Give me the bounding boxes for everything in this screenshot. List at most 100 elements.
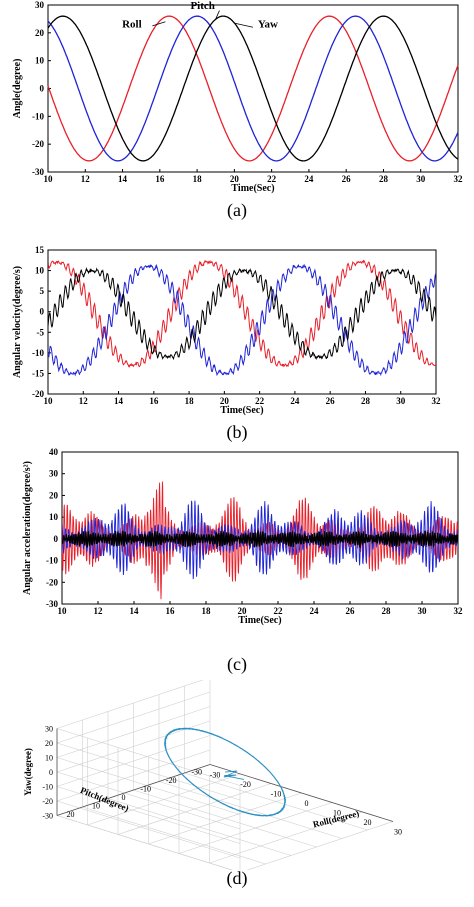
x-tick-label: 28 [379,174,389,184]
y-tick-label: -30 [191,768,202,777]
y-tick-label: 30 [35,0,45,10]
x-axis-label: Time(Sec) [238,615,281,626]
x-tick-label: 12 [81,174,91,184]
y-tick-label: -10 [140,785,151,794]
axis-edge [56,764,211,816]
y-tick-label: -30 [32,167,44,177]
y-tick-label: -15 [32,368,44,378]
x-tick-label: 20 [364,818,372,827]
grid-line [56,728,241,786]
x-tick-label: 14 [130,606,140,616]
x-tick-label: 28 [361,396,371,406]
y-tick-label: -30 [46,599,58,609]
x-tick-label: 22 [274,606,284,616]
panel-c: 10 12 14 16 18 20 22 24 26 28 30 32 -30 -20 -10 0 10 20 30… [0,444,474,648]
y-tick-label: 20 [35,28,45,38]
chart-a-angle: 10 12 14 16 18 20 22 24 26 28 30 32 -30 -20 -10 0 10 20 30… [12,0,464,194]
x-tick-label: 18 [202,606,212,616]
grid-line [239,821,394,873]
y-tick-label: -20 [32,139,44,149]
x-tick-label: -10 [271,790,282,799]
x-tick-label: 26 [342,174,352,184]
plot-frame [47,4,459,173]
x-tick-label: 30 [416,174,426,184]
x-tick-label: 24 [310,606,320,616]
z-axis-label: Yaw(degree) [23,748,33,796]
series-line-yaw [62,529,458,549]
x-tick-label: 22 [255,396,265,406]
x-tick-label: -20 [240,780,251,789]
x-tick-label: 18 [185,396,195,406]
y-tick-label: 30 [49,469,59,479]
y-tick-label: 10 [35,56,45,66]
series-line-roll [47,15,459,162]
y-tick-label: 0 [40,307,45,317]
orbit-line [163,727,287,817]
y-tick-label: -20 [166,776,177,785]
x-axis-label: Time(Sec) [220,405,263,416]
x-tick-label: 24 [290,396,300,406]
y-tick-label: 15 [35,245,45,255]
y-tick-label: 0 [40,84,45,94]
x-tick-label: 16 [155,174,165,184]
x-tick-label: 32 [454,174,464,184]
y-tick-label: 10 [49,512,59,522]
z-tick-label: 0 [49,768,53,777]
annotation-pointer [215,10,220,20]
axis-edge [209,764,394,822]
x-tick-label: 10 [44,396,54,406]
x-tick-label: 30 [394,828,402,837]
caption-a: (a) [227,200,247,220]
y-tick-label: -10 [32,348,44,358]
y-tick-label: 10 [35,266,45,276]
x-tick-label: 28 [382,606,392,616]
x-tick-label: 16 [149,396,159,406]
x-tick-label: 14 [118,174,128,184]
y-tick-label: 5 [40,286,45,296]
y-axis-label: Angular acceleration(degree/s²) [22,461,33,595]
x-axis-label: Time(Sec) [231,183,274,194]
y-tick-label: -20 [32,389,44,399]
series-line-pitch [48,263,436,377]
x-tick-label: 10 [58,606,68,616]
y-tick-label: 20 [67,810,75,819]
x-tick-label: 32 [454,606,464,616]
chart-c-angular-acceleration: 10 12 14 16 18 20 22 24 26 28 30 32 -30 -20 -10 0 10 20 30… [22,447,464,626]
y-tick-label: -5 [37,327,45,337]
x-tick-label: 26 [326,396,336,406]
z-tick-label: 30 [45,725,53,734]
z-tick-label: 10 [45,754,53,763]
x-tick-label: 20 [230,174,240,184]
series-line-pitch [47,15,459,162]
y-tick-label: 0 [122,793,126,802]
y-axis-label: Angular velocity(degree/s) [12,266,23,378]
x-tick-label: 30 [396,396,406,406]
x-tick-label: -30 [210,771,221,780]
series-annotation: Pitch [190,0,214,12]
x-tick-label: 0 [305,799,309,808]
x-tick-label: 16 [166,606,176,616]
y-tick-label: -10 [32,111,44,121]
x-tick-label: 20 [220,396,230,406]
y-tick-label: 20 [49,490,59,500]
x-tick-label: 12 [94,606,104,616]
annotation-pointer [152,21,166,27]
z-tick-label: -10 [42,783,53,792]
y-axis-label: Angle(degree) [12,59,23,119]
panel-a: 10 12 14 16 18 20 22 24 26 28 30 32 -30 -20 -10 0 10 20 30… [0,0,474,200]
series-line-pitch [62,500,458,580]
x-tick-label: 30 [418,606,428,616]
panel-d: -30 -20 -10 0 10 20 30 -30 -20 -10 0 10 20 -30 -20 -10 0… [0,677,474,873]
caption-c: (c) [227,654,247,674]
x-tick-label: 18 [193,174,203,184]
caption-d: (d) [226,868,248,888]
caption-b: (b) [226,422,248,442]
orbit-transient [223,770,244,780]
x-tick-label: 12 [79,396,89,406]
series-line-yaw [48,267,436,361]
chart-b-angular-velocity: 10 12 14 16 18 20 22 24 26 28 30 32 -20 -15 -10 -5 0 5 10 1… [12,245,441,416]
y-tick-label: -20 [46,577,58,587]
grid-line [56,677,211,729]
x-tick-label: 20 [238,606,248,616]
panel-b: 10 12 14 16 18 20 22 24 26 28 30 32 -20 -15 -10 -5 0 5 10 1… [0,222,474,424]
